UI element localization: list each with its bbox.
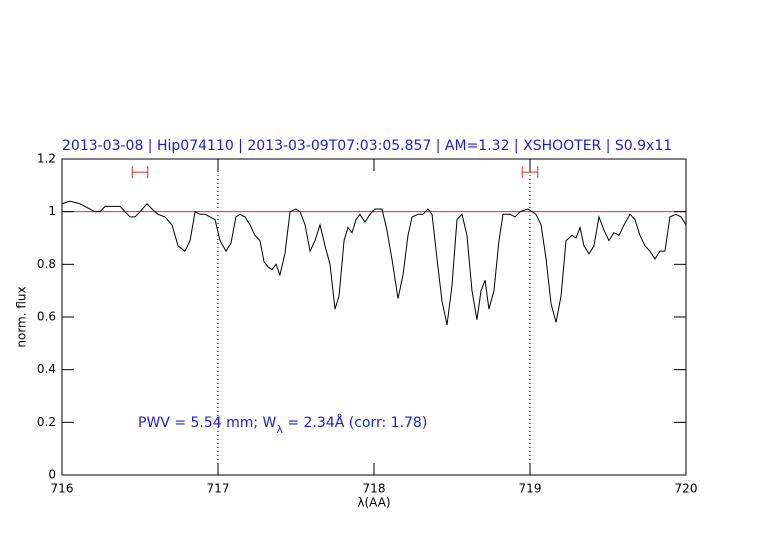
y-tick-label: 0.2 <box>37 415 56 429</box>
x-tick-label: 719 <box>519 482 542 496</box>
y-axis-label: norm. flux <box>15 286 29 347</box>
chart-title: 2013-03-08 | Hip074110 | 2013-03-09T07:0… <box>62 138 672 154</box>
annotation-part: PWV = 5.54 mm; W <box>138 415 277 431</box>
interval <box>521 166 539 179</box>
annotation-part: λ <box>276 423 283 436</box>
y-tick-label: 1.2 <box>37 152 56 166</box>
y-tick-label: 0.8 <box>37 257 56 271</box>
x-tick-label: 720 <box>675 482 698 496</box>
x-axis-label: λ(AA) <box>357 496 390 510</box>
x-tick-label: 716 <box>51 482 74 496</box>
y-tick-label: 0.4 <box>37 362 56 376</box>
annotation: PWV = 5.54 mm; Wλ = 2.34Å (corr: 1.78) <box>138 414 427 436</box>
annotation-part: = 2.34Å (corr: 1.78) <box>283 414 427 431</box>
x-tick-label: 718 <box>363 482 386 496</box>
interval <box>131 166 149 179</box>
y-tick-label: 0.6 <box>37 310 56 324</box>
spectrum-line <box>61 200 687 326</box>
x-tick-label: 717 <box>207 482 230 496</box>
y-tick-label: 1 <box>48 204 56 218</box>
y-tick-label: 0 <box>48 468 56 482</box>
